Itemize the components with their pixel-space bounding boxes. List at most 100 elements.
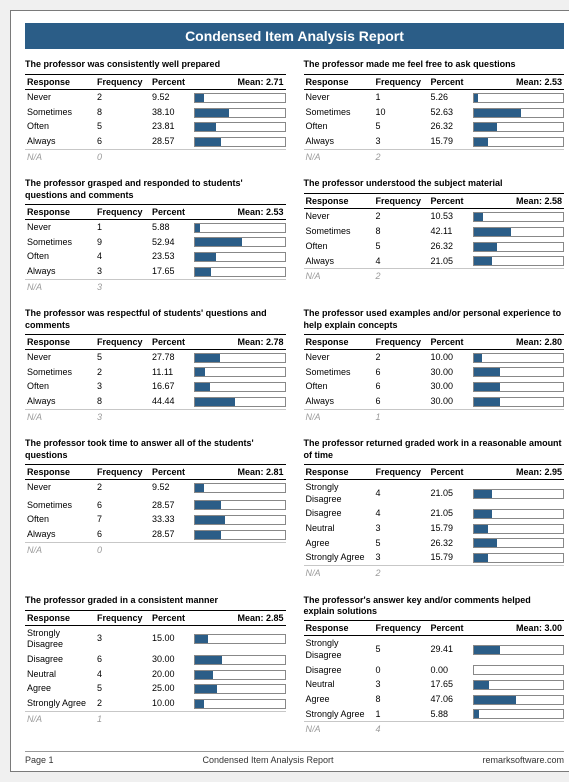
percent-bar-fill — [195, 484, 204, 492]
percent-bar-fill — [195, 671, 213, 679]
percent-value: 0.00 — [431, 665, 473, 677]
response-label: Sometimes — [25, 107, 97, 119]
question-title: The professor used examples and/or perso… — [304, 308, 565, 331]
percent-value: 20.00 — [152, 669, 194, 681]
percent-bar-fill — [474, 368, 501, 376]
response-label: Never — [304, 211, 376, 223]
percent-bar — [194, 137, 286, 147]
percent-value: 33.33 — [152, 514, 194, 526]
mean-label: Mean: 2.78 — [194, 337, 286, 347]
response-label: Strongly Disagree — [304, 482, 376, 505]
percent-bar — [473, 538, 565, 548]
percent-bar — [473, 353, 565, 363]
percent-value: 30.00 — [431, 381, 473, 393]
table-row: Always317.65 — [25, 264, 286, 279]
percent-bar — [194, 515, 286, 525]
response-label: Neutral — [25, 669, 97, 681]
na-row: N/A3 — [25, 409, 286, 425]
na-label: N/A — [304, 568, 376, 580]
col-frequency-label: Frequency — [97, 613, 152, 623]
percent-value: 44.44 — [152, 396, 194, 408]
percent-bar — [194, 252, 286, 262]
question-block: The professor returned graded work in a … — [304, 438, 565, 580]
col-frequency-label: Frequency — [376, 196, 431, 206]
col-response-label: Response — [304, 196, 376, 206]
col-response-label: Response — [25, 613, 97, 623]
col-percent-label: Percent — [152, 337, 194, 347]
frequency-value: 7 — [97, 514, 152, 526]
col-frequency-label: Frequency — [97, 467, 152, 477]
question-block: The professor graded in a consistent man… — [25, 595, 286, 737]
frequency-value: 3 — [97, 266, 152, 278]
table-row: Agree526.32 — [304, 536, 565, 551]
table-row: Sometimes211.11 — [25, 365, 286, 380]
table-row: Strongly Disagree315.00 — [25, 626, 286, 652]
col-percent-label: Percent — [152, 207, 194, 217]
percent-value: 26.32 — [431, 538, 473, 550]
question-block: The professor made me feel free to ask q… — [304, 59, 565, 164]
frequency-value: 6 — [97, 654, 152, 666]
response-label: Agree — [304, 538, 376, 550]
frequency-value: 3 — [97, 633, 152, 645]
response-label: Neutral — [304, 679, 376, 691]
response-label: Sometimes — [304, 107, 376, 119]
frequency-value: 3 — [376, 552, 431, 564]
frequency-value: 6 — [97, 500, 152, 512]
response-label: Disagree — [304, 665, 376, 677]
percent-bar-fill — [195, 531, 221, 539]
percent-value: 28.57 — [152, 136, 194, 148]
response-label: Always — [25, 396, 97, 408]
mean-label: Mean: 2.85 — [194, 613, 286, 623]
percent-bar-fill — [474, 525, 488, 533]
percent-bar — [473, 489, 565, 499]
percent-bar-fill — [195, 685, 217, 693]
percent-bar — [473, 212, 565, 222]
table-row: Always628.57 — [25, 134, 286, 149]
percent-bar-fill — [474, 213, 483, 221]
table-row: Sometimes838.10 — [25, 105, 286, 120]
na-row: N/A4 — [304, 721, 565, 737]
frequency-value: 6 — [97, 529, 152, 541]
percent-bar-fill — [474, 228, 512, 236]
percent-bar — [194, 108, 286, 118]
percent-value: 28.57 — [152, 529, 194, 541]
report-page: Condensed Item Analysis Report The profe… — [10, 10, 569, 772]
percent-value: 5.88 — [152, 222, 194, 234]
col-frequency-label: Frequency — [376, 623, 431, 633]
table-row: Often523.81 — [25, 119, 286, 134]
response-label: Always — [304, 256, 376, 268]
mean-label: Mean: 2.53 — [194, 207, 286, 217]
percent-value: 23.53 — [152, 251, 194, 263]
percent-bar — [473, 680, 565, 690]
frequency-value: 2 — [97, 92, 152, 104]
percent-bar — [194, 223, 286, 233]
na-label: N/A — [304, 152, 376, 164]
percent-bar — [194, 483, 286, 493]
col-response-label: Response — [25, 337, 97, 347]
question-title: The professor graded in a consistent man… — [25, 595, 286, 607]
frequency-value: 3 — [376, 523, 431, 535]
question-block: The professor understood the subject mat… — [304, 178, 565, 294]
table-row: Often733.33 — [25, 512, 286, 527]
question-block: The professor used examples and/or perso… — [304, 308, 565, 424]
table-row: Sometimes630.00 — [304, 365, 565, 380]
frequency-value: 8 — [376, 694, 431, 706]
response-label: Always — [25, 266, 97, 278]
frequency-value: 4 — [376, 256, 431, 268]
frequency-value: 5 — [376, 644, 431, 656]
na-value: 1 — [97, 714, 152, 726]
percent-bar — [473, 367, 565, 377]
response-label: Disagree — [304, 508, 376, 520]
percent-bar — [473, 397, 565, 407]
col-response-label: Response — [304, 467, 376, 477]
na-row: N/A2 — [304, 149, 565, 165]
table-header: ResponseFrequencyPercentMean: 2.71 — [25, 74, 286, 90]
response-label: Agree — [25, 683, 97, 695]
response-label: Never — [25, 92, 97, 104]
table-row: Never29.52 — [25, 480, 286, 495]
response-label: Agree — [304, 694, 376, 706]
table-header: ResponseFrequencyPercentMean: 2.58 — [304, 193, 565, 209]
percent-value: 9.52 — [152, 482, 194, 494]
frequency-value: 6 — [376, 381, 431, 393]
percent-value: 5.88 — [431, 709, 473, 721]
